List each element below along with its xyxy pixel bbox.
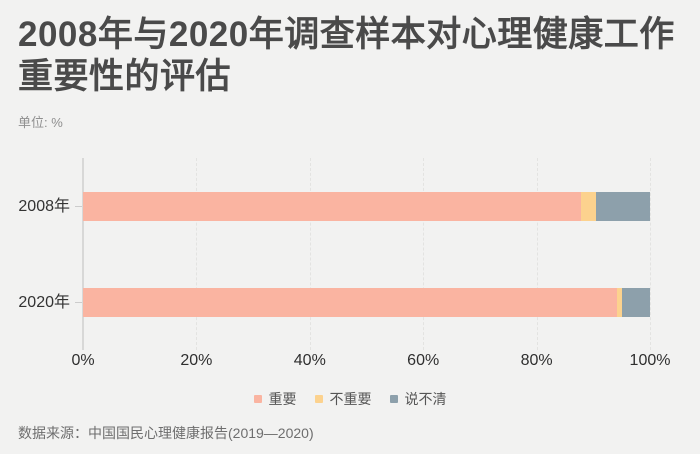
bar-segment-2008年-重要	[83, 191, 582, 221]
y-tick-mark-2008年	[75, 206, 82, 207]
gridline-40%	[309, 158, 311, 350]
bar-segment-2020年-说不清	[622, 287, 650, 317]
y-tick-mark-2020年	[75, 302, 82, 303]
legend-label-重要: 重要	[268, 391, 297, 407]
legend-swatch-说不清	[389, 395, 398, 403]
chart-title: 2008年与2020年调查样本对心理健康工作 重要性的评估	[18, 14, 690, 98]
legend-label-说不清: 说不清	[404, 391, 447, 407]
chart-title-line-1: 2008年与2020年调查样本对心理健康工作	[18, 15, 675, 54]
x-tick-label-20%: 20%	[180, 352, 213, 369]
bar-segment-2008年-说不清	[596, 191, 650, 221]
bar-segment-2020年-重要	[83, 287, 617, 317]
bar-segment-2008年-不重要	[581, 191, 597, 221]
x-tick-label-40%: 40%	[293, 352, 326, 369]
legend-item-重要: 重要	[253, 389, 297, 409]
chart-title-line-2: 重要性的评估	[18, 57, 232, 96]
bar-segment-2020年-不重要	[616, 287, 623, 317]
source-note: 数据来源：中国国民心理健康报告(2019—2020)	[18, 425, 314, 441]
x-tick-label-100%: 100%	[629, 352, 671, 369]
unit-label: 单位: %	[18, 115, 63, 130]
plot-area: 2008年 2020年	[18, 158, 651, 350]
gridline-20%	[196, 158, 198, 350]
gridline-100%	[650, 158, 651, 350]
legend-item-说不清: 说不清	[389, 389, 447, 409]
x-axis: 0% 20% 40% 60% 80% 100%	[0, 352, 700, 372]
x-tick-label-60%: 60%	[407, 352, 440, 369]
x-tick-label-0%: 0%	[71, 352, 95, 369]
legend: 重要 不重要 说不清	[0, 389, 700, 409]
y-axis-line	[82, 158, 84, 350]
legend-swatch-不重要	[314, 395, 323, 403]
bar-2020年	[83, 287, 650, 317]
legend-item-不重要: 不重要	[314, 389, 372, 409]
x-tick-label-80%: 80%	[520, 352, 553, 369]
legend-swatch-重要	[253, 395, 262, 403]
gridline-60%	[423, 158, 425, 350]
category-label-2008年: 2008年	[18, 197, 70, 215]
category-label-2020年: 2020年	[18, 293, 70, 311]
bar-2008年	[83, 191, 650, 221]
gridline-80%	[536, 158, 538, 350]
legend-label-不重要: 不重要	[329, 391, 372, 407]
